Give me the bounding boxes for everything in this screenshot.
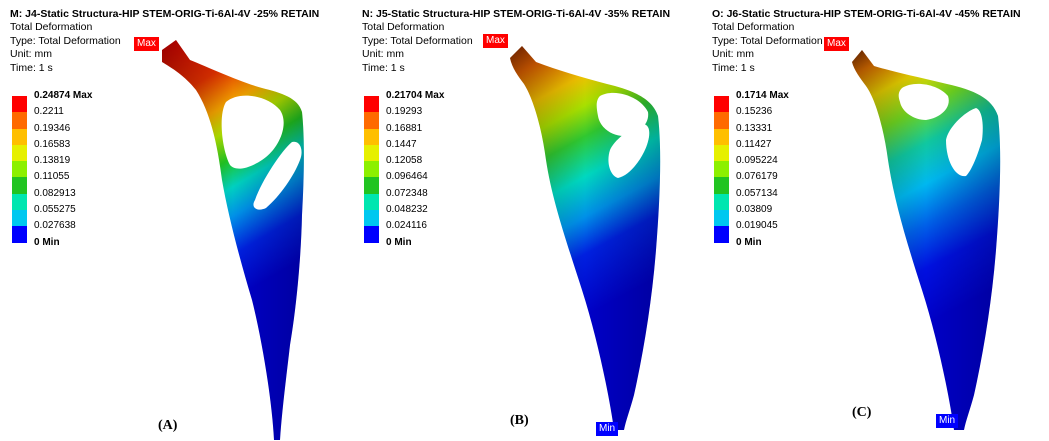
legend-swatch: [12, 128, 27, 145]
max-probe-tag: Max: [134, 37, 159, 51]
legend-swatch: [364, 193, 379, 211]
figure-caption: (B): [510, 413, 529, 428]
legend-label: 0.19293: [386, 106, 423, 118]
legend-swatch: [12, 193, 27, 211]
legend-label: 0.095224: [736, 155, 778, 167]
result-time: Time: 1 s: [362, 61, 405, 74]
legend-label: 0.027638: [34, 220, 76, 232]
min-probe-tag: Min: [596, 422, 619, 436]
legend-label: 0.19346: [34, 122, 71, 134]
legend-label: 0.072348: [386, 187, 428, 199]
legend-label: 0.1714 Max: [736, 90, 789, 101]
result-unit: Unit: mm: [362, 48, 404, 61]
legend-swatch: [12, 210, 27, 227]
figure-caption: (C): [852, 405, 872, 420]
panel-b: N: J5-Static Structura-HIP STEM-ORIG-Ti-…: [352, 0, 701, 441]
hip-stem-body: [852, 50, 1001, 430]
legend-swatch: [364, 96, 379, 113]
legend-label: 0.21704 Max: [386, 90, 445, 101]
result-time: Time: 1 s: [712, 61, 755, 74]
result-header: N: J5-Static Structura-HIP STEM-ORIG-Ti-…: [362, 8, 670, 75]
legend-label: 0.076179: [736, 171, 778, 183]
legend-swatch: [12, 112, 27, 129]
window-cutout-lower: [608, 124, 650, 178]
max-probe-tag: Max: [824, 37, 849, 51]
legend-label: 0.048232: [386, 204, 428, 216]
legend-label: 0.024116: [386, 220, 427, 232]
legend-swatch: [364, 161, 379, 178]
legend-swatch: [714, 96, 729, 113]
legend-min-label: 0 Min: [34, 237, 60, 248]
legend-label: 0.11055: [34, 171, 70, 183]
hip-stem-contour-figure: [162, 40, 304, 440]
window-cutout-upper: [898, 83, 949, 120]
legend-swatch: [12, 96, 27, 113]
legend-swatch: [364, 128, 379, 145]
legend-swatch: [714, 210, 729, 227]
result-type: Type: Total Deformation: [712, 34, 823, 47]
legend-label: 0.15236: [736, 106, 773, 118]
legend-swatch: [364, 226, 379, 243]
result-subtitle: Total Deformation: [712, 21, 795, 34]
result-type: Type: Total Deformation: [362, 34, 473, 47]
legend-swatch: [714, 177, 729, 194]
result-time: Time: 1 s: [10, 61, 53, 74]
result-unit: Unit: mm: [712, 48, 754, 61]
legend-swatch: [364, 112, 379, 129]
legend-swatch: [12, 144, 27, 162]
legend-swatch: [714, 161, 729, 178]
max-probe-tag: Max: [483, 34, 508, 48]
window-cutout-upper: [221, 95, 284, 169]
panel-c: O: J6-Static Structura-HIP STEM-ORIG-Ti-…: [702, 0, 1049, 441]
legend-swatch: [12, 161, 27, 178]
legend-swatch: [12, 226, 27, 243]
result-type: Type: Total Deformation: [10, 34, 121, 47]
result-header: O: J6-Static Structura-HIP STEM-ORIG-Ti-…: [712, 8, 1021, 75]
legend-label: 0.11427: [736, 138, 772, 150]
result-subtitle: Total Deformation: [362, 21, 445, 34]
legend-label: 0.019045: [736, 220, 778, 232]
legend-label: 0.16583: [34, 138, 71, 150]
legend-swatch: [714, 112, 729, 129]
legend-label: 0.16881: [386, 122, 423, 134]
panel-a: M: J4-Static Structura-HIP STEM-ORIG-Ti-…: [0, 0, 349, 441]
legend-label: 0.057134: [736, 187, 778, 199]
legend-label: 0.13819: [34, 155, 71, 167]
legend-label: 0.055275: [34, 204, 76, 216]
hip-stem-body: [510, 46, 661, 430]
legend-label: 0.13331: [736, 122, 773, 134]
legend-label: 0.03809: [736, 204, 773, 216]
legend-label: 0.24874 Max: [34, 90, 93, 101]
window-cutout-lower: [946, 108, 983, 177]
min-probe-tag: Min: [936, 414, 959, 428]
figure-caption: (A): [158, 418, 178, 433]
legend-swatch: [714, 193, 729, 211]
legend-swatch: [714, 226, 729, 243]
legend-swatch: [364, 210, 379, 227]
result-title: M: J4-Static Structura-HIP STEM-ORIG-Ti-…: [10, 8, 320, 20]
result-title: O: J6-Static Structura-HIP STEM-ORIG-Ti-…: [712, 8, 1021, 20]
legend-swatch: [12, 177, 27, 194]
window-cutout-lower: [253, 141, 302, 210]
legend-label: 0.12058: [386, 155, 423, 167]
window-cutout-upper: [596, 92, 649, 136]
legend-swatch: [364, 144, 379, 162]
result-header: M: J4-Static Structura-HIP STEM-ORIG-Ti-…: [10, 8, 319, 75]
legend-label: 0.096464: [386, 171, 428, 183]
legend-label: 0.1447: [386, 138, 417, 150]
legend-min-label: 0 Min: [736, 237, 762, 248]
legend-label: 0.082913: [34, 187, 76, 199]
legend-swatch: [364, 177, 379, 194]
legend-swatch: [714, 144, 729, 162]
legend-swatch: [714, 128, 729, 145]
legend-label: 0.2211: [34, 106, 64, 118]
result-title: N: J5-Static Structura-HIP STEM-ORIG-Ti-…: [362, 8, 671, 20]
hip-stem-contour-figure: [510, 46, 661, 430]
legend-min-label: 0 Min: [386, 237, 412, 248]
result-subtitle: Total Deformation: [10, 21, 93, 34]
hip-stem-body: [162, 40, 304, 440]
hip-stem-contour-figure: [852, 50, 1001, 430]
result-unit: Unit: mm: [10, 48, 52, 61]
